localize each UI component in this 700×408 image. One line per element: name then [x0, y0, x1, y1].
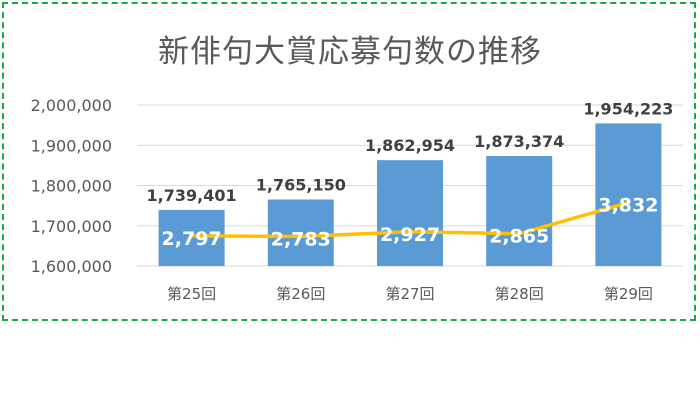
line-data-label: 3,832 [598, 195, 658, 217]
bar-data-label: 1,862,954 [365, 136, 455, 155]
chart-frame [2, 2, 696, 321]
x-tick-label: 第29回 [604, 285, 653, 303]
line-data-label: 2,927 [380, 224, 440, 246]
line-point [626, 200, 631, 205]
x-tick-label: 第28回 [495, 285, 544, 303]
line-point [298, 234, 303, 239]
x-tick-label: 第27回 [385, 285, 434, 303]
bar [377, 160, 443, 266]
bar [267, 199, 334, 266]
chart-title: 新俳句大賞応募句数の推移 [158, 34, 542, 70]
line-data-label: 2,797 [162, 228, 222, 250]
bar-data-label: 1,739,401 [147, 186, 237, 205]
x-tick-label: 第25回 [167, 285, 216, 303]
x-tick-label: 第26回 [276, 285, 325, 303]
line-point [189, 233, 194, 238]
y-tick-label: 1,900,000 [31, 136, 112, 155]
y-tick-label: 2,000,000 [31, 96, 112, 115]
bar-data-label: 1,954,223 [583, 99, 673, 118]
bar [158, 209, 225, 266]
bar-data-label: 1,873,374 [474, 132, 564, 151]
y-tick-label: 1,700,000 [31, 217, 112, 236]
y-tick-label: 1,800,000 [31, 177, 112, 196]
bar [486, 155, 553, 266]
bar [595, 123, 662, 267]
line-point [408, 229, 412, 234]
bar-data-label: 1,765,150 [256, 176, 346, 195]
y-tick-label: 1,600,000 [31, 257, 112, 276]
line-point [517, 231, 522, 236]
line-data-label: 2,783 [271, 228, 331, 250]
line-data-label: 2,865 [489, 226, 549, 248]
